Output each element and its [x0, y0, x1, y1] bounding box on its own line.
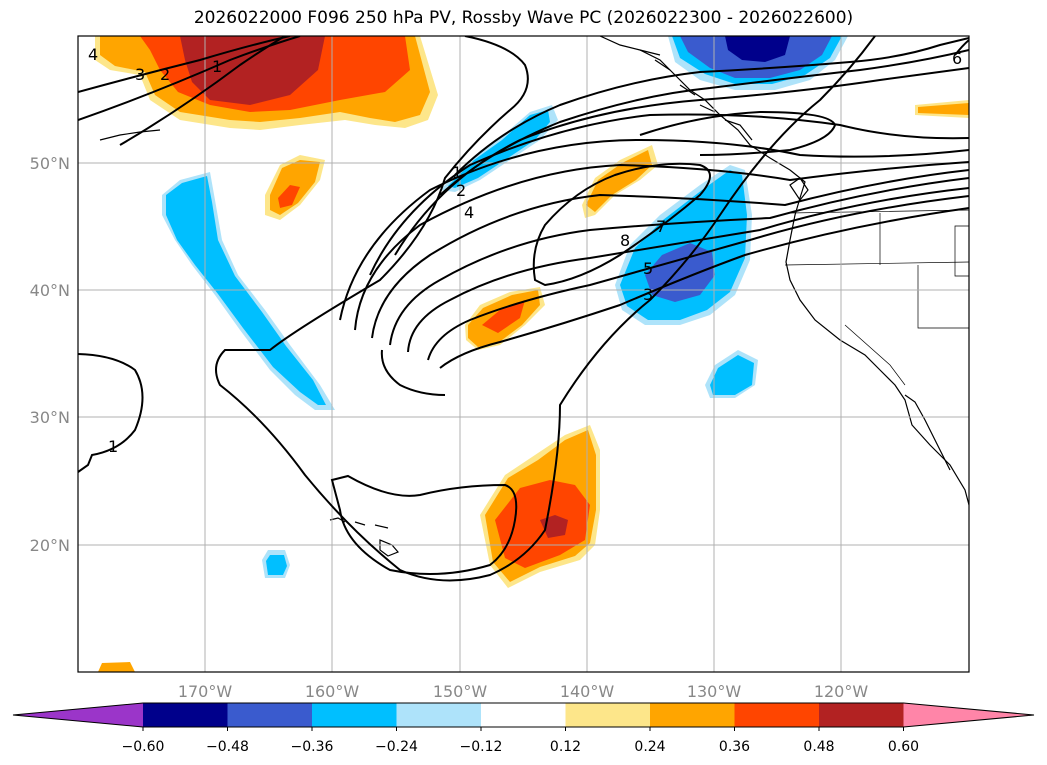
colorbar-swatch — [565, 703, 651, 727]
contour-label: 3 — [135, 65, 145, 84]
contour-label: 3 — [643, 285, 653, 304]
colorbar-tick-label: −0.24 — [375, 739, 418, 755]
map-frame — [77, 35, 970, 673]
lon-tick-label: 170°W — [178, 682, 233, 701]
colorbar-extend-max — [903, 703, 1034, 727]
state-borders — [784, 209, 969, 386]
colorbar: −0.60 −0.48 −0.36 −0.24 −0.12 0.12 0.24 0.36 0.4… — [12, 702, 1035, 755]
contour-label: 8 — [620, 231, 630, 250]
colorbar-tick-label: −0.48 — [206, 739, 249, 755]
contour-label: 4 — [464, 203, 474, 222]
contour-label: 6 — [952, 49, 962, 68]
lon-tick-label: 130°W — [687, 682, 742, 701]
colorbar-swatch — [227, 703, 313, 727]
colorbar-tick-label: −0.36 — [291, 739, 334, 755]
colorbar-swatch — [396, 703, 482, 727]
colorbar-tick-label: 0.48 — [803, 739, 834, 755]
contour-label: 1 — [212, 57, 222, 76]
colorbar-swatch — [143, 703, 228, 727]
positive-anomaly-shading — [95, 36, 969, 672]
colorbar-swatch — [734, 703, 820, 727]
lon-tick-label: 160°W — [305, 682, 360, 701]
colorbar-swatch — [650, 703, 735, 727]
colorbar-tick-label: −0.12 — [460, 739, 503, 755]
map-plot-area[interactable]: 4 3 2 1 1 2 4 8 7 5 3 1 6 — [78, 36, 969, 672]
colorbar-tick-label: 0.36 — [719, 739, 750, 755]
colorbar-swatch — [819, 703, 904, 727]
contour-label: 7 — [656, 217, 666, 236]
colorbar-tick-label: 0.60 — [888, 739, 919, 755]
colorbar-swatch — [481, 703, 566, 727]
contour-label: 1 — [452, 163, 462, 182]
gridlines — [78, 36, 969, 672]
colorbar-tick-label: −0.60 — [122, 739, 165, 755]
lon-tick-labels: 170°W 160°W 150°W 140°W 130°W 120°W — [178, 682, 869, 701]
contour-label: 5 — [643, 259, 653, 278]
colorbar-tick-label: 0.12 — [550, 739, 581, 755]
lat-tick-label: 50°N — [30, 154, 70, 173]
lat-tick-labels: 50°N 40°N 30°N 20°N — [30, 154, 70, 555]
contour-label: 2 — [456, 181, 466, 200]
pv-contours — [78, 36, 969, 582]
lon-tick-label: 150°W — [433, 682, 488, 701]
lat-tick-label: 30°N — [30, 408, 70, 427]
map-title: 2026022000 F096 250 hPa PV, Rossby Wave … — [193, 8, 854, 28]
contour-label: 2 — [160, 65, 170, 84]
colorbar-extend-min — [13, 703, 143, 727]
colorbar-tick-label: 0.24 — [634, 739, 665, 755]
colorbar-swatch — [312, 703, 397, 727]
lat-tick-label: 40°N — [30, 281, 70, 300]
contour-label-group: 4 3 2 1 1 2 4 8 7 5 3 1 6 — [88, 45, 962, 456]
lon-tick-label: 140°W — [560, 682, 615, 701]
lat-tick-label: 20°N — [30, 536, 70, 555]
contour-label: 4 — [88, 45, 98, 64]
contour-label: 1 — [108, 437, 118, 456]
lon-tick-label: 120°W — [814, 682, 869, 701]
